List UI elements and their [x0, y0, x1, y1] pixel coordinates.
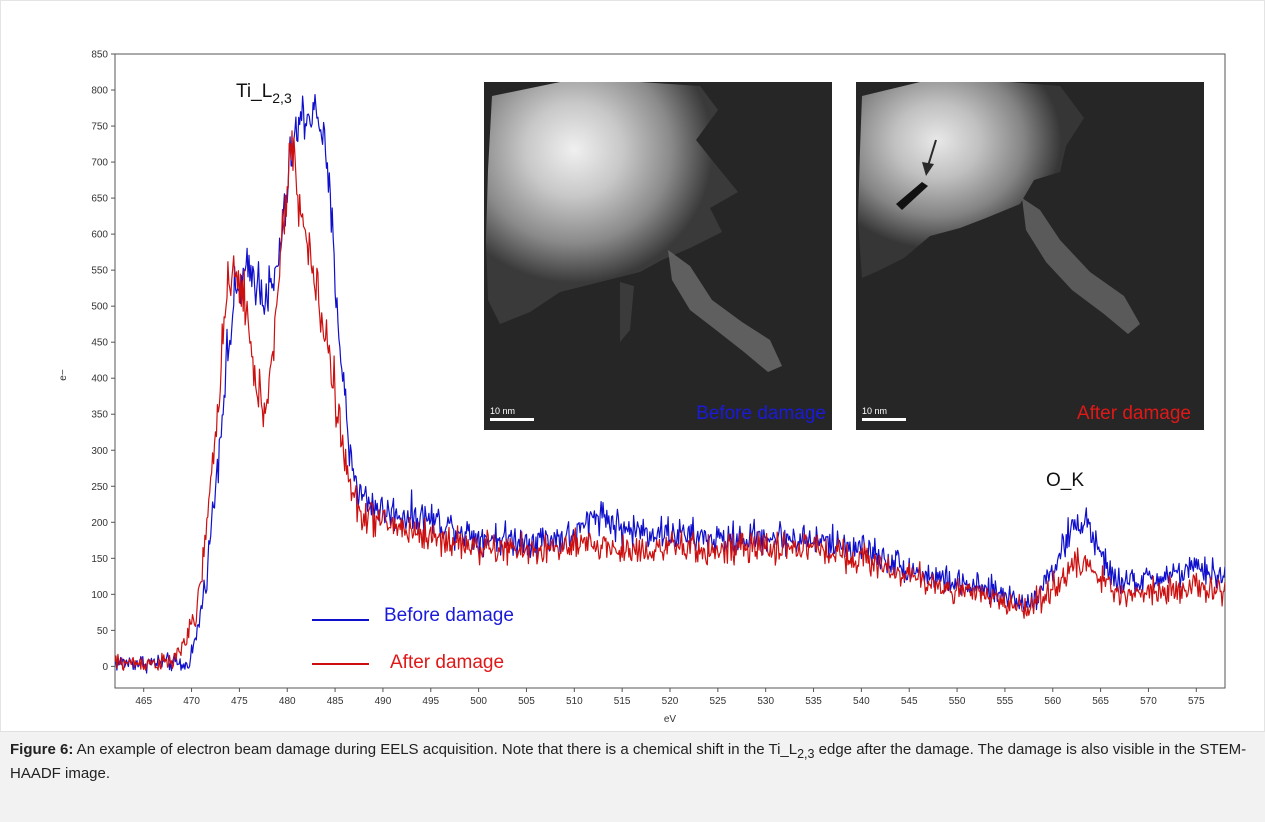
y-tick-label: 100	[91, 590, 108, 601]
series-line-after	[115, 130, 1225, 671]
y-tick-label: 600	[91, 230, 108, 241]
inset-before-damage: 10 nm Before damage	[484, 82, 832, 430]
legend-label-before: Before damage	[384, 605, 514, 626]
inset-label-after: After damage	[1077, 403, 1191, 424]
caption-box: Figure 6: An example of electron beam da…	[0, 731, 1265, 822]
axes: 465 470 475 480 485 490 495 500 505 510 515 520 525 5…	[91, 50, 1205, 708]
ti-edge-prefix: Ti_L	[236, 81, 272, 102]
x-tick-label: 565	[1092, 696, 1109, 707]
x-axis-title: eV	[664, 714, 677, 725]
x-tick-label: 515	[614, 696, 631, 707]
scale-label-after: 10 nm	[862, 406, 887, 416]
x-tick-label: 570	[1140, 696, 1157, 707]
x-tick-label: 555	[997, 696, 1014, 707]
y-tick-label: 750	[91, 122, 108, 133]
y-tick-label: 0	[102, 662, 108, 673]
ti-edge-annotation: Ti_L2,3	[236, 81, 292, 106]
ok-edge-annotation: O_K	[1046, 470, 1084, 491]
y-tick-label: 400	[91, 374, 108, 385]
y-tick-label: 500	[91, 302, 108, 313]
x-tick-label: 465	[135, 696, 152, 707]
damage-arrow-shaft	[927, 139, 937, 167]
y-tick-label: 250	[91, 482, 108, 493]
legend-label-after: After damage	[390, 652, 504, 673]
figure-caption: Figure 6: An example of electron beam da…	[10, 740, 1260, 783]
x-tick-label: 530	[757, 696, 774, 707]
x-tick-label: 575	[1188, 696, 1205, 707]
ti-edge-subscript: 2,3	[272, 90, 292, 106]
y-tick-label: 450	[91, 338, 108, 349]
y-tick-label: 50	[97, 626, 109, 637]
x-tick-label: 525	[710, 696, 727, 707]
x-tick-label: 560	[1044, 696, 1061, 707]
caption-subscript: 2,3	[797, 747, 815, 761]
inset-after-damage: 10 nm After damage	[856, 82, 1204, 430]
x-tick-label: 490	[375, 696, 392, 707]
x-tick-label: 535	[805, 696, 822, 707]
particle-before	[486, 82, 738, 324]
eels-chart: 465 470 475 480 485 490 495 500 505 510 515 520 525 5…	[58, 50, 1226, 725]
x-tick-label: 505	[518, 696, 535, 707]
faint-branch-before	[620, 282, 634, 342]
y-tick-label: 700	[91, 158, 108, 169]
y-tick-label: 350	[91, 410, 108, 421]
x-tick-label: 545	[901, 696, 918, 707]
y-tick-label: 200	[91, 518, 108, 529]
x-tick-label: 500	[470, 696, 487, 707]
y-tick-label: 850	[91, 50, 108, 61]
x-tick-label: 495	[422, 696, 439, 707]
caption-text-after-subscript: edge after the damage. The damage is als…	[10, 741, 1247, 782]
series-group	[115, 93, 1225, 674]
caption-figure-label: Figure 6:	[10, 741, 74, 758]
x-tick-label: 485	[327, 696, 344, 707]
x-tick-label: 520	[662, 696, 679, 707]
x-tick-label: 480	[279, 696, 296, 707]
legend: Before damage After damage	[312, 605, 514, 673]
y-axis-title: e−	[58, 369, 69, 381]
caption-text-before-subscript: An example of electron beam damage durin…	[73, 741, 798, 758]
x-tick-label: 540	[853, 696, 870, 707]
y-tick-label: 150	[91, 554, 108, 565]
x-tick-label: 470	[183, 696, 200, 707]
filament-before	[668, 250, 782, 372]
filament-after	[1022, 198, 1140, 334]
inset-label-before: Before damage	[696, 403, 826, 424]
y-tick-label: 650	[91, 194, 108, 205]
x-tick-label: 510	[566, 696, 583, 707]
damage-trace-after	[896, 182, 928, 210]
y-tick-label: 300	[91, 446, 108, 457]
scale-bar-before	[490, 418, 534, 421]
damage-arrow-head-icon	[922, 162, 934, 176]
scale-label-before: 10 nm	[490, 406, 515, 416]
x-tick-label: 550	[949, 696, 966, 707]
x-tick-label: 475	[231, 696, 248, 707]
y-tick-label: 550	[91, 266, 108, 277]
scale-bar-after	[862, 418, 906, 421]
particle-after	[858, 82, 1084, 278]
y-tick-label: 800	[91, 86, 108, 97]
